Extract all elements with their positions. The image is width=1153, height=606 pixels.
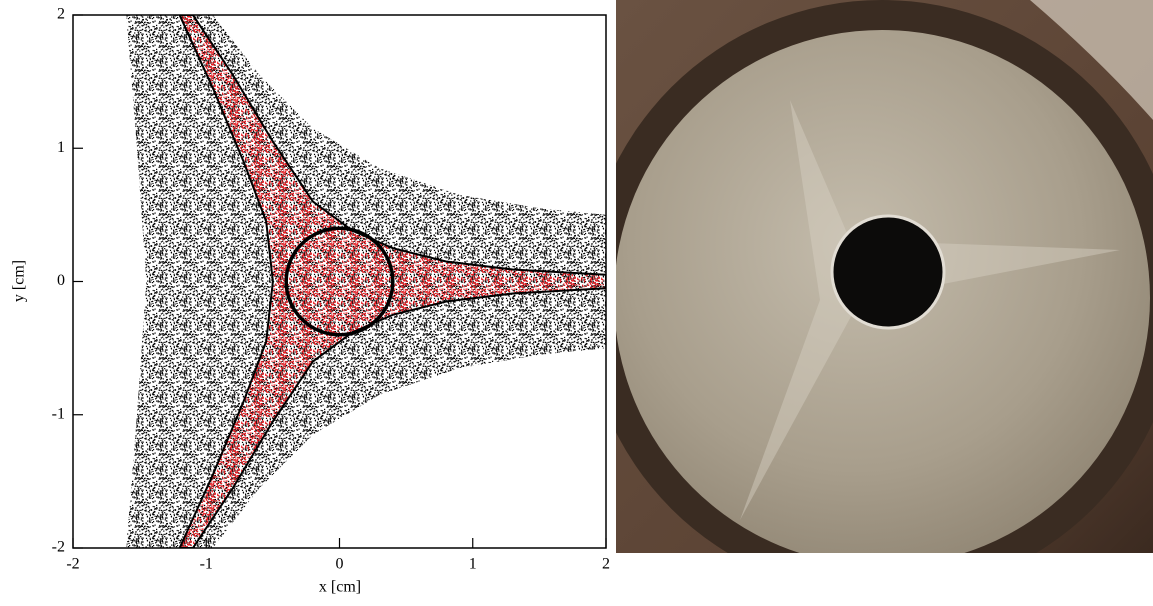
- x-tick-label: 2: [602, 556, 610, 573]
- y-tick-label: -1: [52, 405, 65, 422]
- x-tick-label: 1: [469, 556, 477, 573]
- plot: -2 -1 0 1 2 -2 -1 0 1 2: [52, 6, 610, 573]
- y-tick-label: 0: [57, 272, 65, 289]
- figure: -2 -1 0 1 2 -2 -1 0 1 2 x [cm] y [cm]: [0, 0, 1153, 601]
- y-axis-label: y [cm]: [11, 260, 28, 302]
- x-tick-label: -1: [200, 556, 213, 573]
- photo: [584, 0, 1153, 596]
- y-tick-label: 2: [57, 6, 65, 23]
- y-tick-label: 1: [57, 139, 65, 156]
- y-tick-label: -2: [52, 539, 65, 556]
- photo-hole: [832, 216, 944, 328]
- x-tick-label: 0: [336, 556, 344, 573]
- x-tick-label: -2: [66, 556, 79, 573]
- plot-area: [126, 15, 606, 548]
- x-axis-label: x [cm]: [319, 579, 361, 596]
